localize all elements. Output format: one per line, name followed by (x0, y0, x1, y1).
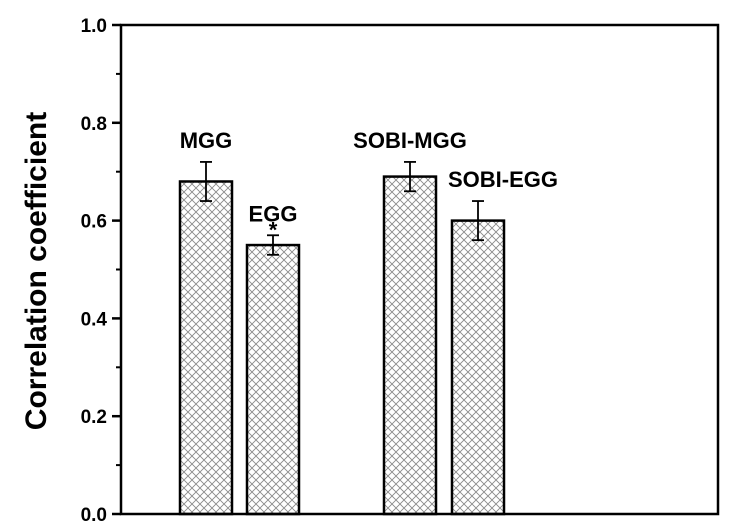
bar-labels: MGG EGG SOBI-MGG SOBI-EGG * (180, 128, 558, 242)
bar (382, 175, 438, 516)
y-tick-label: 0.2 (81, 407, 107, 428)
y-tick-label: 0.0 (81, 505, 107, 526)
bar-label: MGG (180, 128, 233, 153)
bar (178, 180, 234, 516)
error-bar (200, 161, 212, 202)
y-tick-label: 0.4 (81, 309, 108, 330)
y-axis-ticks: 0.0 0.2 0.4 0.6 0.8 1.0 (81, 16, 121, 526)
bars (178, 175, 506, 516)
bar (245, 243, 301, 516)
y-axis-title: Correlation coefficient (20, 112, 53, 430)
significance-marker: * (269, 217, 278, 242)
bar-label: SOBI-MGG (353, 128, 467, 153)
y-tick-label: 0.8 (81, 114, 107, 135)
error-bars (200, 161, 484, 256)
error-bar (404, 161, 416, 193)
bar-label: SOBI-EGG (448, 167, 558, 192)
y-tick-label: 1.0 (81, 16, 107, 37)
y-tick-label: 0.6 (81, 212, 107, 233)
plot-frame (119, 23, 720, 516)
error-bar (267, 234, 279, 256)
bar-label: EGG (249, 201, 298, 226)
bar (450, 219, 506, 516)
error-bar (472, 200, 484, 242)
